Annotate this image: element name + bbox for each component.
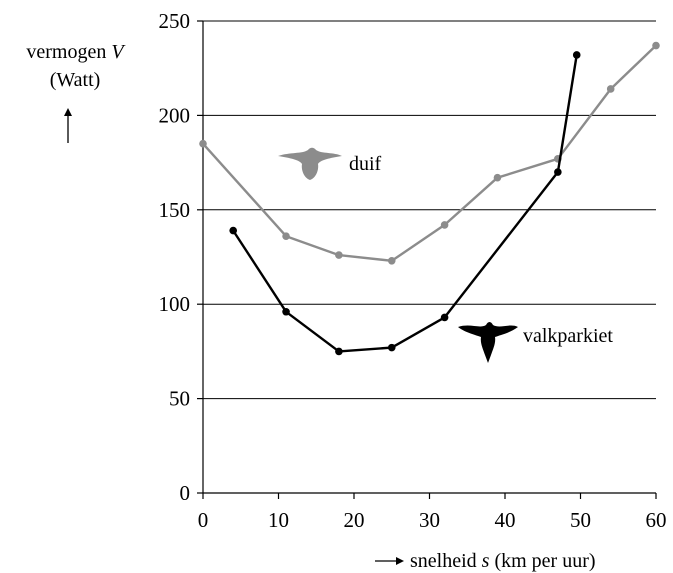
series-line-valkparkiet [232, 54, 578, 353]
duif-label: duif [349, 153, 382, 175]
data-point-valkparkiet-1 [282, 307, 290, 316]
y-axis-label: vermogen V [26, 41, 126, 63]
data-point-valkparkiet-4 [440, 313, 449, 322]
data-point-duif-5 [493, 173, 502, 182]
data-point-duif-7 [606, 85, 615, 93]
x-tick-label-30: 30 [419, 508, 440, 532]
data-point-valkparkiet-5 [554, 168, 562, 176]
data-point-duif-1 [282, 232, 290, 241]
pigeon-silhouette-icon [278, 147, 342, 180]
data-point-duif-8 [652, 41, 660, 50]
x-tick-label-10: 10 [268, 508, 289, 532]
x-tick-label-50: 50 [570, 508, 591, 532]
series-group [199, 41, 660, 356]
data-point-valkparkiet-2 [335, 347, 343, 356]
axes [202, 21, 656, 494]
data-point-valkparkiet-0 [229, 226, 237, 235]
up-arrow-icon [64, 108, 72, 143]
cockatiel-silhouette-icon [458, 322, 518, 363]
data-point-valkparkiet-6 [572, 51, 581, 59]
y-tick-label-0: 0 [180, 481, 191, 505]
data-point-valkparkiet-3 [387, 343, 396, 352]
gridlines [203, 20, 656, 400]
ticks: 0 50 100 150 200 250 0 10 20 30 40 50 60 [159, 9, 667, 532]
y-tick-label-100: 100 [159, 292, 191, 316]
y-tick-label-250: 250 [159, 9, 191, 33]
y-tick-label-150: 150 [159, 198, 191, 222]
x-axis-label: snelheid s (km per uur) [410, 550, 596, 572]
valkparkiet-label: valkparkiet [523, 325, 613, 347]
y-tick-label-50: 50 [169, 387, 190, 411]
data-point-duif-3 [387, 256, 396, 265]
x-tick-label-0: 0 [198, 508, 209, 532]
data-point-duif-4 [440, 221, 449, 229]
data-point-duif-2 [335, 251, 343, 259]
series-line-duif [202, 44, 657, 262]
right-arrow-icon [375, 557, 404, 565]
y-axis-unit: (Watt) [50, 69, 101, 91]
data-point-duif-0 [199, 139, 207, 148]
y-tick-label-200: 200 [159, 103, 191, 127]
x-tick-label-20: 20 [344, 508, 365, 532]
x-tick-label-60: 60 [646, 508, 667, 532]
x-tick-label-40: 40 [495, 508, 516, 532]
